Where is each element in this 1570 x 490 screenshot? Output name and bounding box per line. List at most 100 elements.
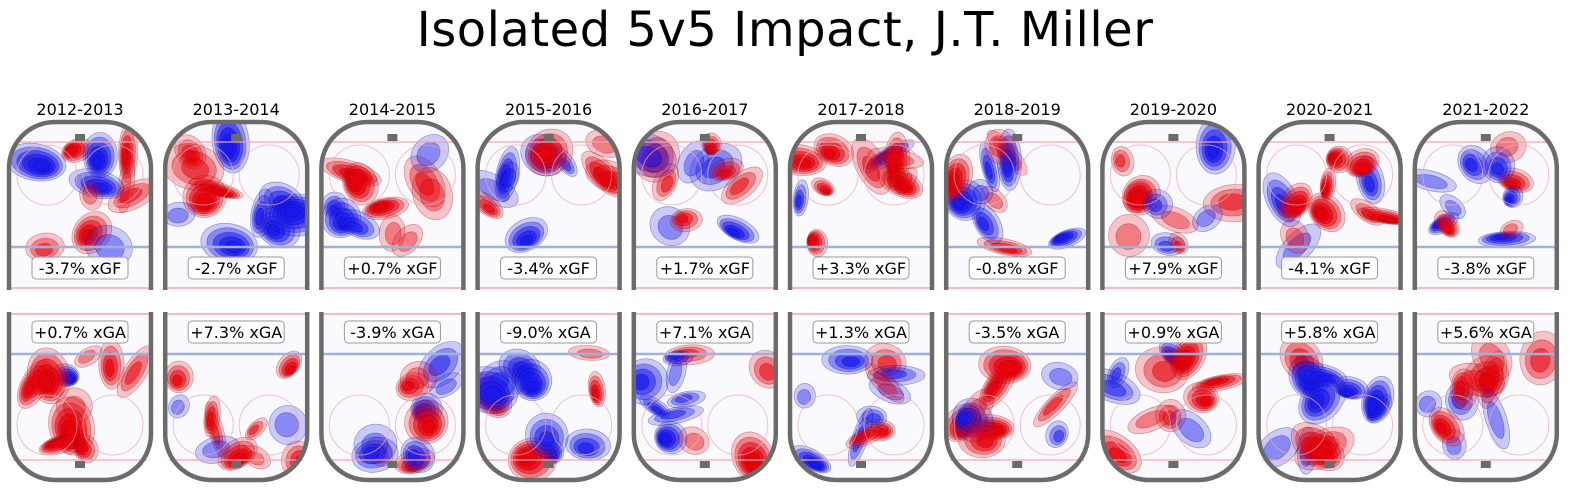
heat-contour-positive	[1484, 372, 1496, 393]
faceoff-circle	[485, 394, 547, 456]
xgf-heatmap	[9, 122, 151, 268]
heat-contour-positive	[1135, 410, 1166, 429]
xga-label-box	[812, 320, 910, 344]
heat-contour-positive	[419, 178, 445, 212]
heat-contour-positive	[867, 147, 925, 169]
heat-contour-positive	[1160, 211, 1191, 230]
heat-contour-negative	[1111, 367, 1122, 382]
heat-contour-negative	[1481, 388, 1511, 450]
heat-contour-negative	[651, 405, 663, 415]
faceoff-circle	[1332, 144, 1394, 206]
heat-contour-positive	[104, 358, 115, 377]
heat-contour-positive	[482, 203, 495, 214]
heat-contour-positive	[206, 412, 214, 428]
xga-label: +1.3% xGA	[815, 323, 907, 342]
heat-contour-negative	[659, 434, 669, 444]
xga-label-box	[343, 320, 441, 344]
heat-contour-negative	[520, 234, 533, 246]
xga-heatmap	[17, 338, 151, 464]
heat-contour-negative	[954, 198, 965, 209]
heat-contour-positive	[898, 172, 913, 190]
heat-contour-negative	[1148, 198, 1163, 213]
xgf-label-box	[31, 256, 129, 280]
rink-boards	[1100, 119, 1247, 290]
heat-contour-negative	[171, 399, 185, 415]
heat-contour-positive	[384, 221, 402, 246]
heat-contour-negative	[972, 184, 990, 201]
xgf-label: +0.7% xGF	[347, 259, 437, 278]
rink-boards	[943, 312, 1091, 483]
xgf-label-box	[500, 256, 598, 280]
faceoff-circle	[328, 394, 390, 456]
xgf-label: -3.8% xGF	[1445, 259, 1528, 278]
heat-contour-negative	[1196, 209, 1216, 227]
faceoff-circle	[707, 394, 769, 456]
heat-contour-negative	[877, 383, 904, 401]
heat-contour-positive	[82, 186, 98, 205]
faceoff-circle	[953, 394, 1015, 456]
net-icon	[231, 461, 242, 468]
rink-boards	[319, 119, 466, 290]
xgf-label-box	[968, 256, 1066, 280]
heat-contour-negative	[1049, 368, 1073, 386]
xga-label-box	[1437, 320, 1535, 344]
heat-contour-negative	[267, 224, 281, 237]
rink-boards	[1412, 312, 1560, 483]
net-icon	[387, 461, 398, 468]
faceoff-circle	[1488, 144, 1550, 206]
xgf-label-box	[1281, 256, 1379, 280]
faceoff-circle	[1422, 144, 1484, 206]
faceoff-circle	[551, 144, 613, 206]
heat-contour-positive	[41, 375, 53, 390]
heat-contour-negative	[255, 207, 265, 226]
heat-contour-negative	[880, 369, 907, 379]
xga-label-box	[656, 320, 754, 344]
rink-boards	[787, 312, 935, 483]
xgf-label: +3.3% xGF	[816, 259, 906, 278]
heat-contour-positive	[592, 388, 598, 400]
season-label: 2020-2021	[1286, 100, 1373, 119]
heat-contour-negative	[92, 182, 109, 192]
heat-contour-negative	[810, 461, 821, 469]
heat-contour-positive	[181, 158, 210, 180]
season-label: 2015-2016	[505, 100, 592, 119]
heat-contour-positive	[1357, 165, 1367, 174]
heat-contour-positive	[707, 147, 713, 154]
heat-contour-negative	[1102, 379, 1127, 397]
heat-contour-positive	[536, 146, 552, 162]
xgf-label-box	[187, 256, 285, 280]
heat-contour-negative	[1439, 194, 1466, 220]
xgf-label: +1.7% xGF	[660, 259, 750, 278]
rink-boards	[6, 119, 154, 290]
xga-label-box	[500, 320, 598, 344]
net-icon	[75, 134, 85, 141]
heat-contour-negative	[347, 221, 363, 233]
net-icon	[231, 134, 242, 141]
rink-boards	[1100, 312, 1247, 483]
faceoff-circle	[394, 394, 456, 456]
faceoff-circle	[1266, 144, 1328, 206]
heat-contour-negative	[167, 207, 189, 224]
faceoff-circle	[863, 144, 925, 206]
xga-heatmap	[1415, 330, 1557, 460]
xga-label: -3.5% xGA	[975, 323, 1059, 342]
heat-contour-negative	[793, 383, 816, 409]
heat-contour-negative	[967, 179, 994, 205]
xgf-label: -3.4% xGF	[507, 259, 590, 278]
season-label: 2018-2019	[974, 100, 1061, 119]
heat-contour-negative	[1310, 394, 1325, 409]
faceoff-circle	[953, 144, 1015, 206]
heat-contour-positive	[1313, 446, 1328, 459]
heat-contour-positive	[879, 152, 915, 166]
heat-contour-positive	[877, 427, 889, 437]
rink-boards	[475, 119, 622, 290]
xga-label: -9.0% xGA	[506, 323, 590, 342]
heat-contour-negative	[1207, 141, 1220, 159]
heat-contour-negative	[526, 381, 537, 393]
rink-boards	[319, 312, 466, 483]
net-icon	[1324, 134, 1335, 141]
faceoff-circle	[641, 144, 703, 206]
heat-contour-negative	[501, 168, 517, 188]
xgf-heatmap	[1262, 145, 1401, 270]
heat-contour-positive	[872, 372, 898, 397]
